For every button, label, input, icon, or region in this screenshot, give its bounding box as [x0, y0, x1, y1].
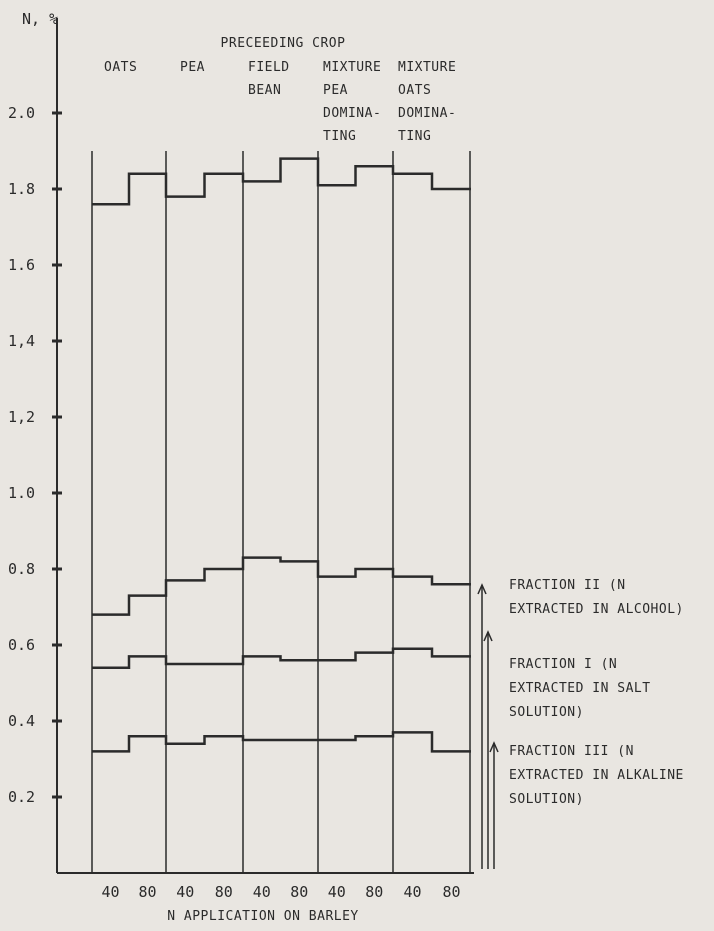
- crop-label: PEA: [323, 83, 348, 98]
- fraction-line-1: [92, 556, 471, 616]
- legend: FRACTION II (N EXTRACTED IN ALCOHOL) FRACT…: [477, 578, 684, 869]
- y-tick-label: 0.8: [8, 560, 35, 578]
- fraction-line-2: [92, 647, 471, 670]
- x-tick-label: 40: [253, 883, 271, 901]
- crop-label: TING: [398, 129, 431, 144]
- crop-label: OATS: [398, 83, 431, 98]
- x-tick-label: 80: [138, 883, 156, 901]
- crop-label: DOMINA-: [398, 106, 456, 121]
- y-tick-label: 1.0: [8, 484, 35, 502]
- x-tick-label: 40: [403, 883, 421, 901]
- legend-arrow-head: [483, 630, 493, 642]
- y-tick-label: 2.0: [8, 104, 35, 122]
- crop-label: TING: [323, 129, 356, 144]
- legend-entry: EXTRACTED IN ALKALINE: [509, 768, 684, 783]
- legend-entry: EXTRACTED IN SALT: [509, 681, 651, 696]
- x-tick-label: 40: [328, 883, 346, 901]
- x-tick-label: 40: [101, 883, 119, 901]
- x-tick-label: 80: [365, 883, 383, 901]
- crop-label: DOMINA-: [323, 106, 381, 121]
- y-tick-label: 1,4: [8, 332, 35, 350]
- crop-label: MIXTURE: [323, 60, 381, 75]
- crop-label: PEA: [180, 60, 205, 75]
- y-tick-label: 0.4: [8, 712, 35, 730]
- crop-label: OATS: [104, 60, 137, 75]
- x-tick-label: 80: [215, 883, 233, 901]
- y-tick-label: 0.2: [8, 788, 35, 806]
- crop-label: BEAN: [248, 83, 281, 98]
- axes: 0.2 0.4 0.6 0.8 1.0 1,2 1,4 1.6 1.8 2.0 N, %: [8, 10, 474, 874]
- legend-entry: SOLUTION): [509, 705, 584, 720]
- y-tick-label: 1.8: [8, 180, 35, 198]
- x-tick-label: 80: [290, 883, 308, 901]
- crop-label: MIXTURE: [398, 60, 456, 75]
- legend-arrow-head: [477, 583, 487, 595]
- fraction-line-3: [92, 731, 471, 753]
- group-title: PRECEEDING CROP: [221, 36, 346, 51]
- y-tick-label: 1,2: [8, 408, 35, 426]
- legend-entry: EXTRACTED IN ALCOHOL): [509, 602, 684, 617]
- y-tick-label: 0.6: [8, 636, 35, 654]
- y-axis-label: N, %: [22, 10, 58, 28]
- bars: [91, 151, 471, 873]
- x-tick-label: 40: [176, 883, 194, 901]
- crop-label: FIELD: [248, 60, 290, 75]
- x-tick-label: 80: [442, 883, 460, 901]
- y-tick-label: 1.6: [8, 256, 35, 274]
- legend-entry: SOLUTION): [509, 792, 584, 807]
- legend-entry: FRACTION II (N: [509, 578, 626, 593]
- legend-entry: FRACTION I (N: [509, 657, 617, 672]
- x-axis-label: N APPLICATION ON BARLEY: [167, 909, 359, 924]
- legend-entry: FRACTION III (N: [509, 744, 634, 759]
- labels: 40 80 40 80 40 80 40 80 40 80 N APPLICATION ON BAR…: [101, 36, 460, 924]
- total-n-line: [92, 157, 471, 206]
- legend-arrow-head: [489, 741, 499, 753]
